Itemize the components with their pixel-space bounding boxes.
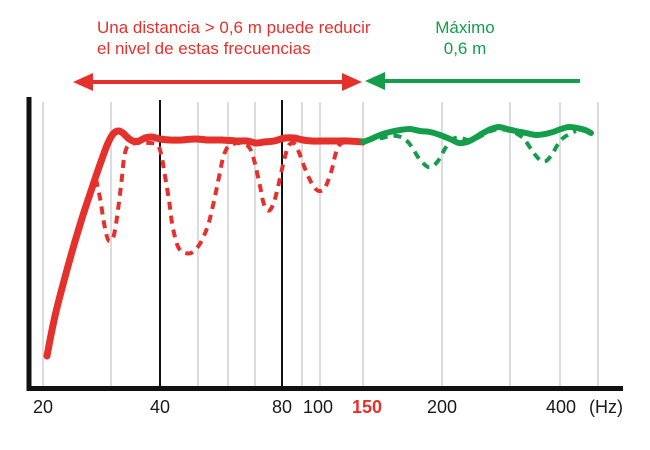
solid-green-high-band-response bbox=[360, 123, 594, 147]
x-tick-label: 100 bbox=[303, 397, 333, 417]
x-tick-label: 80 bbox=[272, 397, 292, 417]
dashed-red-notched-response bbox=[94, 139, 357, 256]
x-tick-label: 20 bbox=[33, 397, 53, 417]
arrowhead-icon bbox=[73, 73, 93, 91]
arrowhead-icon bbox=[365, 72, 385, 90]
green-max-distance-note: Máximo 0,6 m bbox=[424, 18, 506, 59]
dashed-green-notched-response bbox=[365, 126, 577, 170]
arrowhead-icon bbox=[342, 73, 362, 91]
x-tick-label: 40 bbox=[150, 397, 170, 417]
x-tick-label: 150 bbox=[352, 397, 382, 417]
red-distance-note: Una distancia > 0,6 m puede reducir el n… bbox=[97, 18, 371, 59]
x-tick-label: (Hz) bbox=[589, 397, 623, 417]
green-note-line2: 0,6 m bbox=[443, 38, 487, 58]
solid-red-low-band-response bbox=[43, 127, 367, 360]
red-note-line1: Una distancia > 0,6 m puede reducir bbox=[97, 18, 371, 37]
x-tick-label: 400 bbox=[546, 397, 576, 417]
x-tick-label: 200 bbox=[427, 397, 457, 417]
green-note-line1: Máximo bbox=[435, 18, 495, 37]
red-note-line2: el nivel de estas frecuencias bbox=[97, 38, 311, 58]
